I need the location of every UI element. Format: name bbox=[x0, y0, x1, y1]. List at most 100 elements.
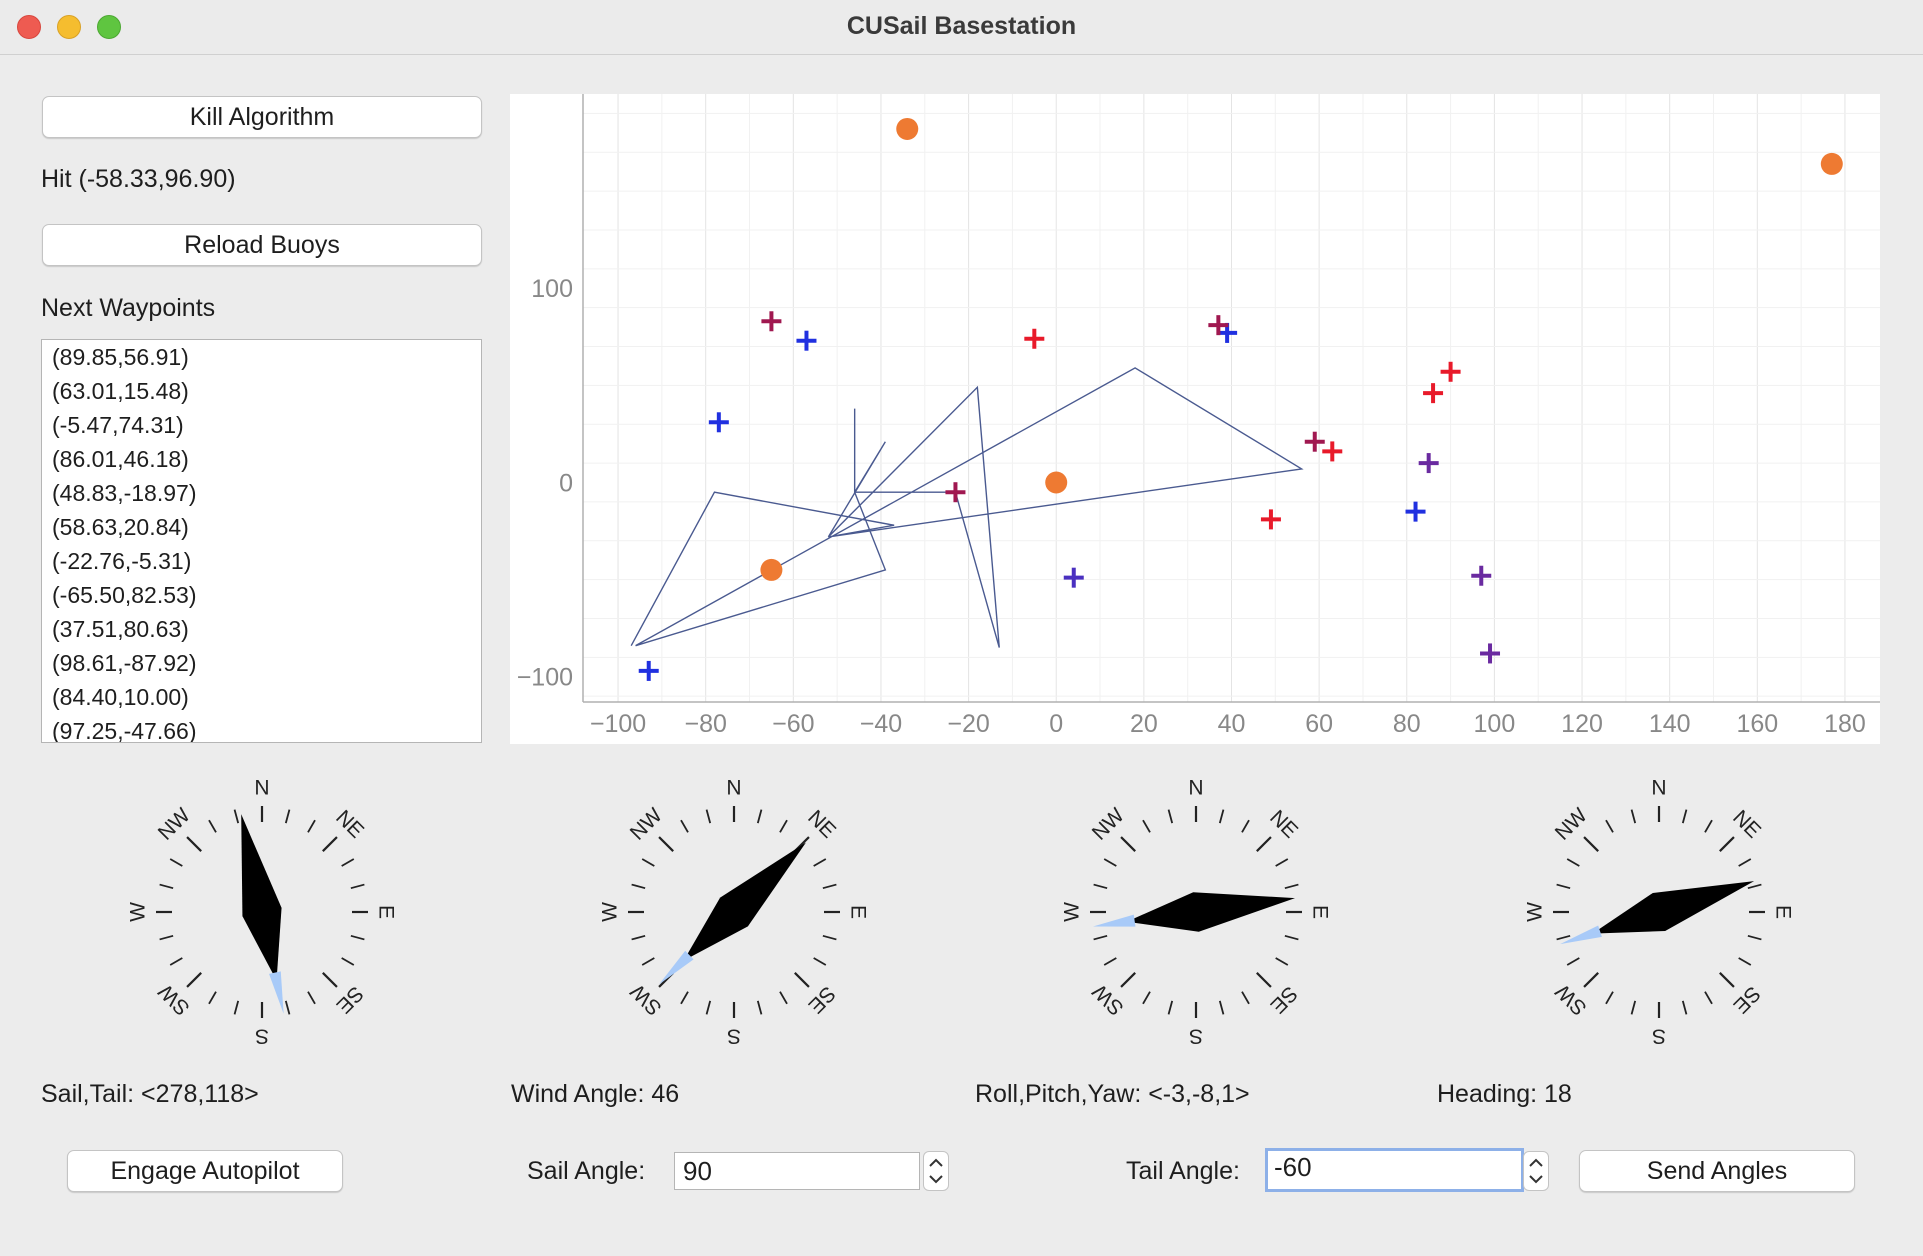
sail-angle-label: Sail Angle: bbox=[527, 1157, 646, 1185]
compass-tick bbox=[350, 934, 365, 941]
compass-tick bbox=[1747, 883, 1762, 890]
waypoint-marker bbox=[708, 412, 729, 433]
waypoint-item[interactable]: (63.01,15.48) bbox=[52, 378, 189, 404]
compass-tick bbox=[705, 1000, 712, 1015]
waypoint-marker bbox=[1405, 501, 1426, 522]
buoy-point bbox=[1045, 471, 1068, 494]
compass-tick bbox=[1218, 1000, 1225, 1015]
map-plot[interactable]: −100 −80 −60 −40 −20 0 20 40 60 80 100 120 140 160 180… bbox=[510, 94, 1880, 744]
compass-tick bbox=[233, 809, 240, 824]
kill-algorithm-button[interactable]: Kill Algorithm bbox=[42, 96, 482, 138]
waypoint-item[interactable]: (97.25,-47.66) bbox=[52, 718, 197, 743]
compass-tick bbox=[284, 809, 291, 824]
waypoint-marker bbox=[796, 330, 817, 351]
minimize-window-button[interactable] bbox=[57, 15, 81, 39]
compass-tick bbox=[1284, 934, 1299, 941]
compass-tick bbox=[1556, 883, 1571, 890]
waypoint-marker bbox=[638, 660, 659, 681]
waypoint-item[interactable]: (89.85,56.91) bbox=[52, 344, 189, 370]
sail-angle-input[interactable]: 90 bbox=[674, 1152, 920, 1190]
compass-needle bbox=[659, 842, 806, 985]
compass-tick bbox=[756, 809, 763, 824]
buoy-point bbox=[760, 558, 783, 581]
compass-tick bbox=[1605, 819, 1614, 833]
waypoint-item[interactable]: (48.83,-18.97) bbox=[52, 480, 197, 506]
compass-tick bbox=[680, 819, 689, 833]
compass-tick bbox=[186, 836, 202, 852]
compass-tick bbox=[1719, 972, 1735, 988]
waypoint-item[interactable]: (58.63,20.84) bbox=[52, 514, 189, 540]
buoy-point bbox=[896, 117, 919, 140]
compass-label-w: W bbox=[1524, 902, 1547, 922]
needle-body bbox=[1592, 881, 1755, 934]
compass-tick bbox=[1738, 858, 1752, 867]
waypoint-marker bbox=[1260, 509, 1281, 530]
needle-body bbox=[241, 814, 282, 981]
compass-tick bbox=[658, 836, 674, 852]
hit-text: Hit (-58.33,96.90) bbox=[41, 165, 236, 193]
compass-tick bbox=[159, 934, 174, 941]
close-window-button[interactable] bbox=[17, 15, 41, 39]
x-tick-label: 160 bbox=[1736, 710, 1778, 738]
buoy-point bbox=[1820, 152, 1843, 175]
waypoint-marker bbox=[945, 482, 966, 503]
send-angles-button[interactable]: Send Angles bbox=[1579, 1150, 1855, 1192]
compass-label-s: S bbox=[1189, 1025, 1203, 1048]
compass-tick bbox=[1275, 957, 1289, 966]
y-tick-label: 100 bbox=[531, 275, 573, 303]
boat-track-line bbox=[630, 367, 1304, 648]
needle-tip bbox=[269, 971, 284, 1014]
compass-tick bbox=[1167, 809, 1174, 824]
compass-needle bbox=[1560, 881, 1755, 945]
compass-tick bbox=[1719, 836, 1735, 852]
compass-tick bbox=[705, 809, 712, 824]
waypoint-item[interactable]: (98.61,-87.92) bbox=[52, 650, 197, 676]
compass-tick bbox=[1583, 836, 1599, 852]
x-tick-label: 140 bbox=[1649, 710, 1691, 738]
sail-angle-stepper[interactable] bbox=[923, 1151, 949, 1191]
compass-label-se: SE bbox=[332, 982, 368, 1018]
compass-tick bbox=[284, 1000, 291, 1015]
compass-tick bbox=[1241, 819, 1250, 833]
tail-angle-stepper[interactable] bbox=[1523, 1151, 1549, 1191]
compass-label-n: N bbox=[1651, 777, 1666, 800]
compass-label-w: W bbox=[599, 902, 622, 922]
waypoint-item[interactable]: (-65.50,82.53) bbox=[52, 582, 197, 608]
compass-tick bbox=[631, 934, 646, 941]
compass-tick bbox=[813, 858, 827, 867]
compass-tick bbox=[822, 883, 837, 890]
y-tick-label: 0 bbox=[559, 469, 573, 497]
compass-label-s: S bbox=[727, 1025, 741, 1048]
waypoint-item[interactable]: (86.01,46.18) bbox=[52, 446, 189, 472]
waypoint-item[interactable]: (-5.47,74.31) bbox=[52, 412, 184, 438]
x-tick-label: −100 bbox=[590, 710, 646, 738]
compass-tick bbox=[779, 819, 788, 833]
compass-tick bbox=[1241, 991, 1250, 1005]
waypoint-marker bbox=[1322, 441, 1343, 462]
compass-tick bbox=[169, 858, 183, 867]
engage-autopilot-button[interactable]: Engage Autopilot bbox=[67, 1150, 343, 1192]
tail-angle-input[interactable]: -60 bbox=[1265, 1148, 1524, 1192]
compass-tick bbox=[1630, 1000, 1637, 1015]
tail-angle-label: Tail Angle: bbox=[1126, 1157, 1240, 1185]
compass-tick bbox=[1747, 934, 1762, 941]
compass-tick bbox=[350, 883, 365, 890]
compass-tick bbox=[169, 957, 183, 966]
waypoint-list[interactable]: (89.85,56.91) (63.01,15.48) (-5.47,74.31) (… bbox=[41, 339, 482, 743]
waypoint-item[interactable]: (-22.76,-5.31) bbox=[52, 548, 192, 574]
title-bar: CUSail Basestation bbox=[0, 0, 1923, 55]
waypoint-list-items: (89.85,56.91) (63.01,15.48) (-5.47,74.31) (… bbox=[42, 340, 481, 743]
zoom-window-button[interactable] bbox=[97, 15, 121, 39]
window-title: CUSail Basestation bbox=[846, 12, 1077, 40]
compass-tick bbox=[1566, 957, 1580, 966]
waypoint-item[interactable]: (84.40,10.00) bbox=[52, 684, 189, 710]
waypoint-item[interactable]: (37.51,80.63) bbox=[52, 616, 189, 642]
compass-label-e: E bbox=[1772, 905, 1795, 919]
compass-tick bbox=[1256, 836, 1272, 852]
compass-tick bbox=[1120, 836, 1136, 852]
reload-buoys-button[interactable]: Reload Buoys bbox=[42, 224, 482, 266]
needle-tip bbox=[659, 950, 694, 985]
waypoint-marker bbox=[761, 311, 782, 332]
x-tick-label: 60 bbox=[1305, 710, 1333, 738]
compass-label-se: SE bbox=[804, 982, 840, 1018]
